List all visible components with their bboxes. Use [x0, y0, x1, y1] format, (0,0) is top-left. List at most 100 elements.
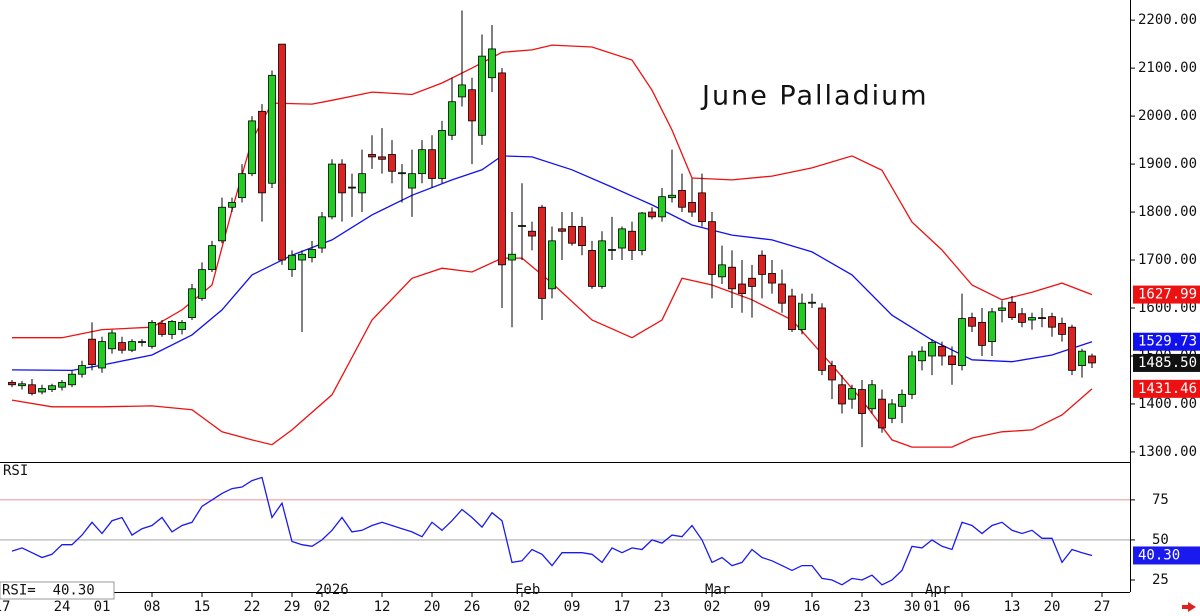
candle-body: [128, 341, 136, 351]
candle-body: [928, 342, 936, 357]
candle-body: [1068, 326, 1076, 371]
candle-body: [798, 302, 806, 330]
candle-body: [748, 277, 756, 287]
x-tick-label: 24: [54, 599, 71, 615]
candle-body: [648, 211, 656, 218]
candle-body: [138, 341, 146, 343]
candle-body: [1088, 355, 1096, 364]
x-tick-label: 17: [0, 599, 10, 615]
candle-body: [248, 120, 256, 175]
candle-body: [188, 288, 196, 318]
candle-body: [578, 226, 586, 247]
candle-body: [958, 318, 966, 366]
candle-body: [538, 206, 546, 299]
candle-body: [318, 216, 326, 249]
candle-body: [868, 384, 876, 410]
candle-body: [608, 249, 616, 251]
y-tick-label: 1600.00: [1138, 300, 1197, 316]
y-tick-label: 1300.00: [1138, 444, 1197, 460]
candle-body: [438, 130, 446, 179]
candle-body: [458, 84, 466, 98]
candle-body: [638, 212, 646, 251]
rsi-tick-label: 25: [1152, 572, 1169, 588]
candle-body: [48, 385, 56, 390]
band-last-value: 1529.73: [1138, 334, 1197, 350]
month-label: Mar: [705, 582, 730, 598]
candle-body: [618, 228, 626, 249]
candle-body: [758, 254, 766, 275]
x-tick-label: 15: [194, 599, 211, 615]
candle-body: [478, 55, 486, 136]
candle-body: [1038, 317, 1046, 319]
x-tick-label: 01: [94, 599, 111, 615]
x-tick-label: 12: [374, 599, 391, 615]
month-label: Apr: [925, 582, 950, 598]
candle-body: [508, 253, 516, 261]
candle-body: [388, 154, 396, 172]
candle-body: [598, 240, 606, 287]
x-tick-label: 09: [754, 599, 771, 615]
candle-body: [568, 226, 576, 244]
candle-body: [678, 190, 686, 208]
candle-body: [918, 350, 926, 362]
candle-body: [858, 389, 866, 414]
y-tick-label: 1700.00: [1138, 252, 1197, 268]
candle-body: [628, 230, 636, 251]
rsi-line: [11, 476, 1093, 586]
x-tick-label: 20: [424, 599, 441, 615]
candle-body: [308, 249, 316, 259]
candle-body: [418, 149, 426, 175]
candle-body: [1028, 317, 1036, 321]
middle-band: [11, 155, 1093, 372]
candle-body: [198, 269, 206, 299]
rsi-readout: RSI= 40.30: [2, 583, 95, 599]
candle-body: [258, 110, 266, 194]
candle-body: [878, 398, 886, 429]
candle-body: [848, 388, 856, 400]
band-last-value: 1627.99: [1138, 287, 1197, 303]
x-tick-label: 13: [1004, 599, 1021, 615]
candle-body: [468, 89, 476, 122]
candle-body: [88, 338, 96, 366]
candle-body: [768, 273, 776, 284]
candle-body: [838, 384, 846, 405]
candle-body: [488, 48, 496, 79]
candle-body: [698, 192, 706, 223]
outer-band: [11, 257, 1093, 448]
candle-body: [948, 355, 956, 366]
candle-body: [8, 381, 16, 386]
candle-body: [148, 321, 156, 347]
last-price: 1485.50: [1138, 355, 1197, 371]
candle-body: [788, 295, 796, 330]
candle-body: [358, 173, 366, 194]
candle-body: [298, 253, 306, 261]
candle-body: [98, 341, 106, 369]
x-tick-label: 23: [654, 599, 671, 615]
band-last-value-box: [1133, 332, 1200, 351]
candle-body: [518, 225, 526, 227]
candle-body: [398, 172, 406, 175]
candle-body: [178, 321, 186, 330]
x-tick-label: 16: [804, 599, 821, 615]
candle-body: [38, 388, 46, 393]
candle-body: [1058, 322, 1066, 335]
candle-body: [78, 365, 86, 375]
candle-body: [348, 186, 356, 189]
candle-body: [818, 307, 826, 371]
x-tick-label: 22: [244, 599, 261, 615]
candle-body: [1008, 301, 1016, 318]
y-tick-label: 1800.00: [1138, 204, 1197, 220]
candle-body: [688, 202, 696, 213]
candle-body: [1048, 316, 1056, 328]
candle-body: [718, 264, 726, 278]
price-panel: [8, 10, 1096, 448]
x-tick-label: 27: [1094, 599, 1111, 615]
candle-body: [18, 383, 26, 387]
candle-body: [68, 373, 76, 386]
candle-body: [168, 321, 176, 335]
rsi-readout-box: [0, 581, 115, 600]
candle-body: [498, 72, 506, 266]
candle-body: [558, 228, 566, 232]
scroll-arrow[interactable]: [1182, 602, 1196, 612]
